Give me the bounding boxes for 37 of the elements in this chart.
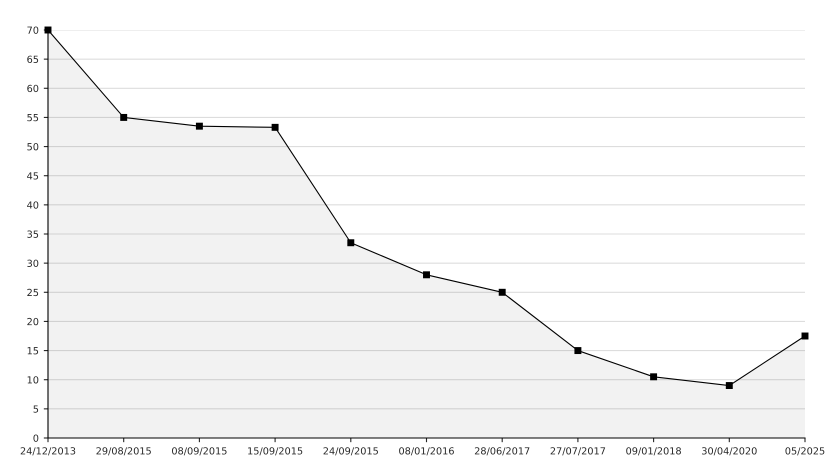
x-tick-label: 28/06/2017	[474, 447, 530, 456]
y-tick-label: 55	[27, 114, 38, 122]
point	[498, 288, 506, 296]
x-tick-label: 05/2025	[785, 447, 824, 456]
y-tick-label: 70	[27, 26, 38, 34]
point	[120, 114, 128, 121]
point	[423, 271, 430, 278]
x-tick-label: 09/01/2018	[626, 447, 681, 456]
x-tick-label: 24/09/2015	[323, 447, 378, 456]
x-tick-label: 27/07/2017	[550, 447, 606, 456]
y-tick-label: 5	[34, 405, 38, 413]
x-tick-label: 08/09/2015	[172, 447, 227, 456]
y-tick-label: 30	[27, 260, 38, 267]
point	[574, 347, 582, 354]
x-tick-label: 08/01/2016	[399, 447, 454, 456]
point	[802, 332, 808, 340]
point	[196, 122, 203, 130]
y-tick-label: 50	[27, 143, 38, 150]
y-tick-label: 45	[27, 172, 38, 180]
y-tick-label: 25	[27, 288, 38, 296]
point	[650, 373, 658, 380]
point	[347, 239, 354, 246]
y-tick-label: 0	[33, 434, 38, 442]
point	[272, 124, 279, 131]
x-tick-label: 24/12/2013	[20, 447, 76, 456]
y-tick-label: 20	[27, 318, 38, 326]
y-tick-label: 65	[27, 56, 38, 63]
y-tick-label: 15	[28, 347, 38, 354]
x-tick-label: 29/08/2015	[96, 447, 151, 456]
x-tick-label: 15/09/2015	[248, 447, 302, 456]
y-tick-label: 35	[27, 230, 38, 238]
y-tick-label: 60	[27, 84, 38, 92]
y-tick-label: 40	[27, 201, 38, 209]
point	[44, 26, 52, 34]
y-tick-label: 10	[28, 376, 38, 384]
point	[726, 382, 733, 390]
x-tick-label: 30/04/2020	[702, 447, 757, 456]
